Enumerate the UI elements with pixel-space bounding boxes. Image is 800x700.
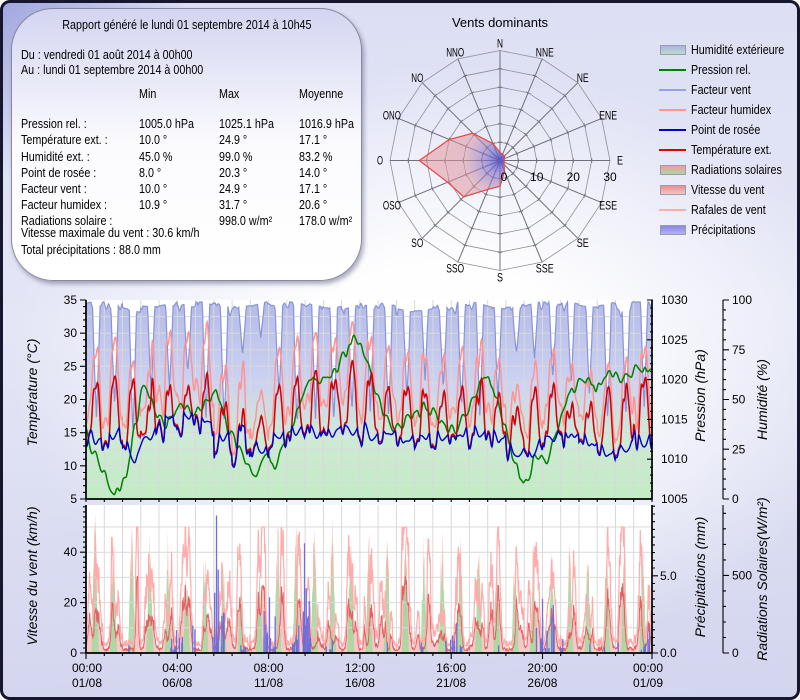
svg-text:0: 0 bbox=[501, 170, 508, 184]
svg-text:N: N bbox=[497, 37, 503, 51]
svg-text:00:00: 00:00 bbox=[72, 661, 102, 675]
svg-text:1015: 1015 bbox=[661, 412, 688, 426]
svg-text:S: S bbox=[497, 271, 503, 285]
svg-text:Précipitations (mm): Précipitations (mm) bbox=[692, 517, 708, 638]
svg-text:O: O bbox=[377, 154, 383, 168]
svg-text:20: 20 bbox=[64, 393, 78, 407]
svg-text:20: 20 bbox=[567, 170, 581, 184]
svg-text:01/08: 01/08 bbox=[72, 676, 102, 690]
svg-text:NE: NE bbox=[577, 71, 589, 85]
svg-text:1025: 1025 bbox=[661, 333, 688, 347]
svg-text:Vitesse du vent (km/h): Vitesse du vent (km/h) bbox=[24, 506, 40, 645]
svg-text:OSO: OSO bbox=[383, 198, 401, 212]
svg-text:1030: 1030 bbox=[661, 293, 688, 307]
svg-text:0.0: 0.0 bbox=[660, 646, 677, 660]
svg-text:20:00: 20:00 bbox=[527, 661, 557, 675]
svg-text:5.0: 5.0 bbox=[660, 569, 677, 583]
svg-text:25: 25 bbox=[64, 359, 78, 373]
svg-text:06/08: 06/08 bbox=[162, 676, 192, 690]
svg-text:50: 50 bbox=[732, 393, 746, 407]
svg-text:ESE: ESE bbox=[599, 198, 617, 212]
svg-text:Humidité (%): Humidité (%) bbox=[754, 359, 770, 440]
svg-text:04:00: 04:00 bbox=[162, 661, 192, 675]
svg-text:1010: 1010 bbox=[661, 452, 688, 466]
svg-text:10: 10 bbox=[530, 170, 544, 184]
svg-text:16/08: 16/08 bbox=[345, 676, 375, 690]
svg-text:0: 0 bbox=[732, 492, 739, 506]
svg-text:75: 75 bbox=[732, 343, 746, 357]
svg-text:20: 20 bbox=[64, 596, 78, 610]
svg-text:E: E bbox=[617, 154, 623, 168]
svg-text:15: 15 bbox=[64, 426, 78, 440]
svg-text:SSE: SSE bbox=[536, 262, 554, 276]
svg-text:SSO: SSO bbox=[446, 262, 464, 276]
svg-text:00:00: 00:00 bbox=[633, 661, 663, 675]
svg-text:30: 30 bbox=[603, 170, 617, 184]
svg-text:500: 500 bbox=[732, 568, 752, 582]
svg-text:NNO: NNO bbox=[446, 45, 464, 59]
svg-text:ENE: ENE bbox=[599, 109, 617, 123]
svg-text:NO: NO bbox=[411, 71, 423, 85]
svg-text:Température (°C): Température (°C) bbox=[24, 339, 40, 447]
svg-text:1005: 1005 bbox=[661, 492, 688, 506]
svg-text:Pression (hPa): Pression (hPa) bbox=[692, 349, 708, 442]
svg-text:5: 5 bbox=[70, 492, 77, 506]
svg-text:1020: 1020 bbox=[661, 373, 688, 387]
svg-text:Vents dominants: Vents dominants bbox=[452, 15, 549, 30]
svg-text:01/09: 01/09 bbox=[633, 676, 663, 690]
svg-text:ONO: ONO bbox=[383, 109, 401, 123]
svg-text:NNE: NNE bbox=[536, 45, 554, 59]
svg-text:11/08: 11/08 bbox=[254, 676, 283, 690]
svg-text:40: 40 bbox=[64, 545, 78, 559]
svg-text:0: 0 bbox=[732, 646, 739, 660]
svg-text:21/08: 21/08 bbox=[436, 676, 466, 690]
svg-text:SO: SO bbox=[411, 236, 423, 250]
svg-text:100: 100 bbox=[732, 293, 752, 307]
svg-text:25: 25 bbox=[732, 442, 746, 456]
svg-text:16:00: 16:00 bbox=[436, 661, 466, 675]
svg-text:35: 35 bbox=[64, 293, 78, 307]
svg-text:0: 0 bbox=[70, 646, 77, 660]
svg-text:30: 30 bbox=[64, 326, 78, 340]
svg-text:10: 10 bbox=[64, 459, 78, 473]
svg-text:08:00: 08:00 bbox=[254, 661, 284, 675]
svg-text:SE: SE bbox=[577, 236, 589, 250]
svg-text:12:00: 12:00 bbox=[345, 661, 375, 675]
svg-text:Radiations Solaires(W/m²): Radiations Solaires(W/m²) bbox=[754, 497, 770, 660]
svg-text:26/08: 26/08 bbox=[527, 676, 557, 690]
